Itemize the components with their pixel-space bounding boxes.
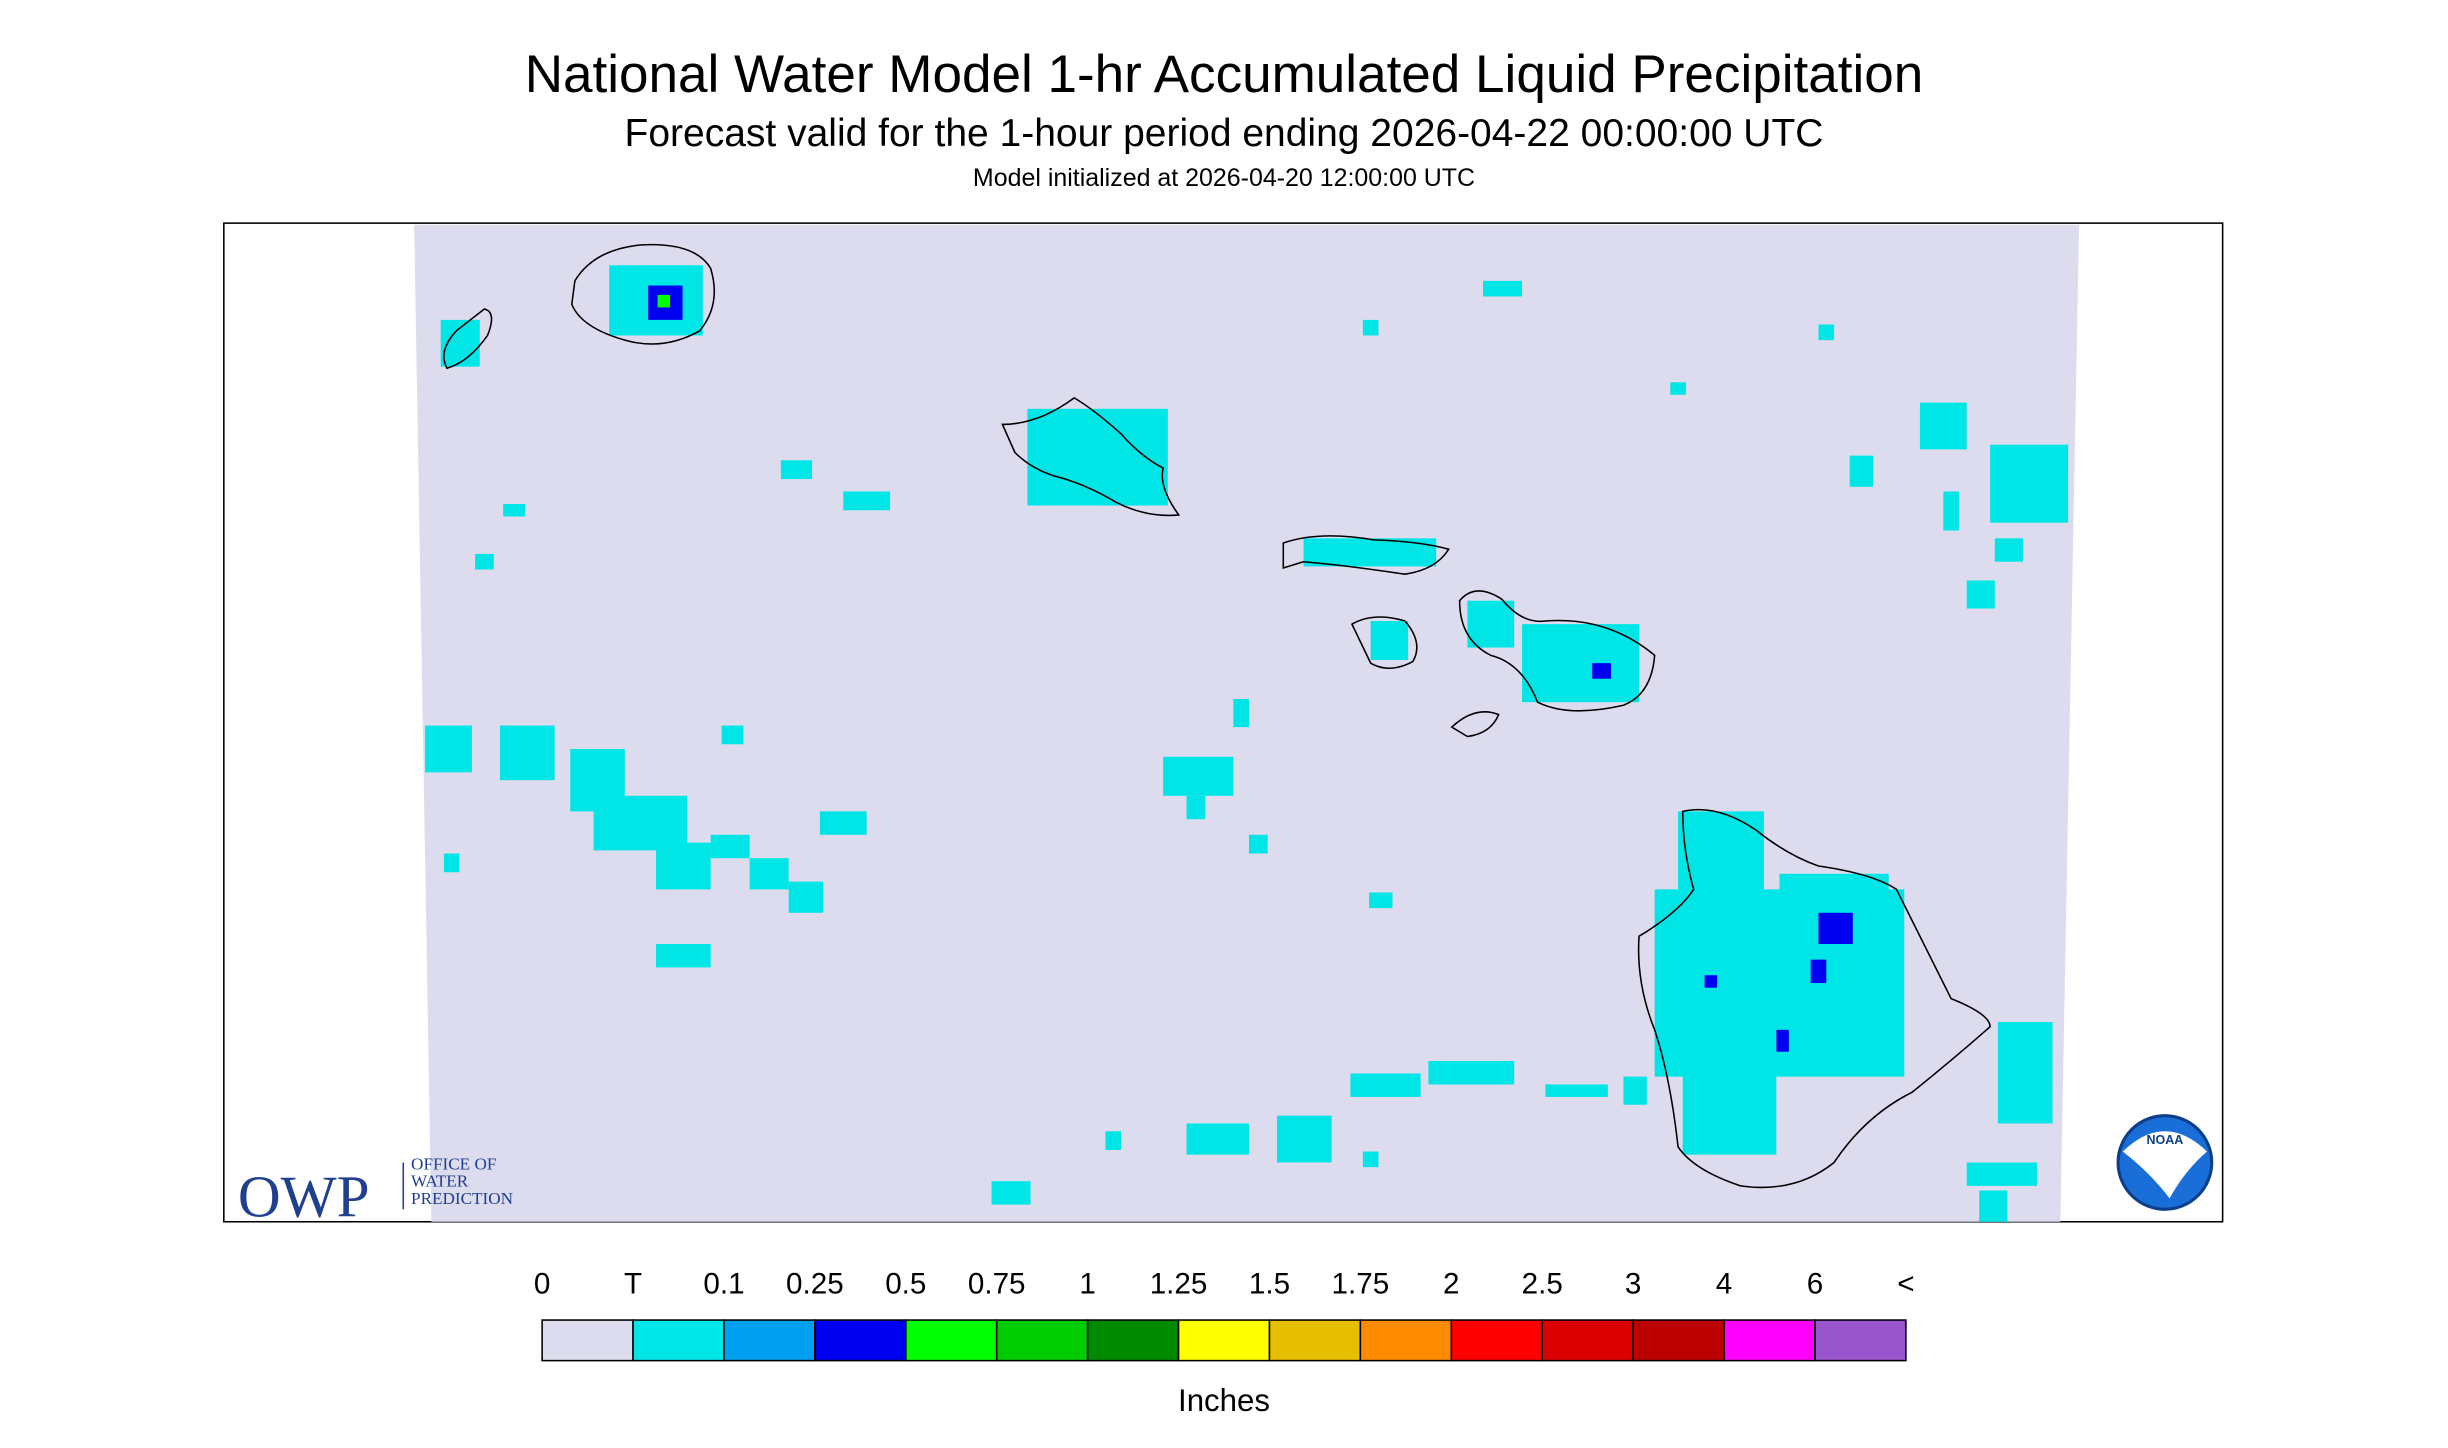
colorbar-cell <box>905 1319 998 1362</box>
colorbar-cell <box>541 1319 634 1362</box>
colorbar-label: 0.1 <box>703 1268 744 1301</box>
colorbar-label: 1.5 <box>1249 1268 1290 1301</box>
colorbar-label: 1.75 <box>1332 1268 1390 1301</box>
colorbar-cell <box>1541 1319 1634 1362</box>
colorbar-label: 2 <box>1443 1268 1459 1301</box>
owp-line: OFFICE OF <box>411 1155 496 1174</box>
coastlines <box>443 243 1991 1189</box>
colorbar-label: 2.5 <box>1522 1268 1563 1301</box>
colorbar-cell <box>723 1319 816 1362</box>
colorbar-cell <box>1450 1319 1543 1362</box>
colorbar-cell <box>1632 1319 1725 1362</box>
colorbar-cell <box>995 1319 1089 1362</box>
colorbar-label: 1 <box>1079 1268 1095 1301</box>
subtitle: Forecast valid for the 1-hour period end… <box>625 112 1824 155</box>
colorbar: 0 T 0.1 0.25 0.5 0.75 1 1.25 1.5 1.75 2 2.5 3 4 6 < <box>534 1268 1915 1362</box>
colorbar-label: T <box>624 1268 642 1301</box>
colorbar-label: 3 <box>1625 1268 1641 1301</box>
owp-line: PREDICTION <box>411 1189 513 1208</box>
title: National Water Model 1-hr Accumulated Li… <box>525 45 1924 104</box>
noaa-logo: NOAA <box>2116 1114 2214 1211</box>
owp-line: WATER <box>411 1172 469 1191</box>
colorbar-label: 4 <box>1716 1268 1732 1301</box>
init-note: Model initialized at 2026-04-20 12:00:00… <box>973 164 1475 192</box>
colorbar-cell <box>1814 1319 1907 1362</box>
colorbar-cell <box>1359 1319 1453 1362</box>
colorbar-cell <box>1723 1319 1816 1362</box>
colorbar-cell <box>1177 1319 1271 1362</box>
noaa-text: NOAA <box>2147 1133 2184 1147</box>
colorbar-unit: Inches <box>1178 1383 1270 1418</box>
colorbar-label: 6 <box>1807 1268 1823 1301</box>
colorbar-label: < <box>1897 1268 1914 1301</box>
map <box>223 222 2224 1223</box>
colorbar-cell <box>1086 1319 1180 1362</box>
colorbar-cell <box>632 1319 725 1362</box>
owp-logo-text: OWP <box>238 1164 370 1230</box>
heavier-cells <box>648 285 1853 1052</box>
colorbar-label: 0.25 <box>786 1268 844 1301</box>
colorbar-cell <box>814 1319 907 1362</box>
colorbar-cell <box>1268 1319 1362 1362</box>
noaa-bird <box>2122 1131 2208 1199</box>
owp-logo: OWP OFFICE OF WATER PREDICTION <box>238 1155 513 1230</box>
colorbar-label: 1.25 <box>1150 1268 1208 1301</box>
colorbar-label: 0.5 <box>885 1268 926 1301</box>
peak-cell <box>657 294 671 308</box>
colorbar-label: 0.75 <box>968 1268 1026 1301</box>
colorbar-label: 0 <box>534 1268 550 1301</box>
